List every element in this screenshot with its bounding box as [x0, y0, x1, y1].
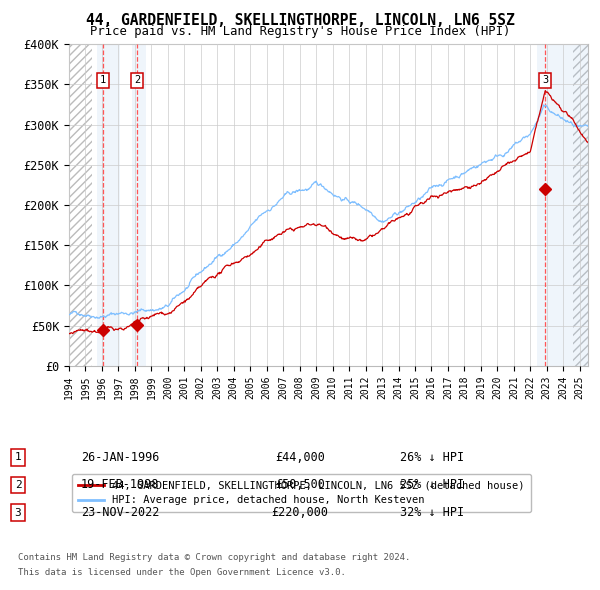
Text: 1: 1: [100, 76, 106, 86]
Text: Contains HM Land Registry data © Crown copyright and database right 2024.: Contains HM Land Registry data © Crown c…: [18, 553, 410, 562]
Text: £220,000: £220,000: [271, 506, 329, 519]
Text: This data is licensed under the Open Government Licence v3.0.: This data is licensed under the Open Gov…: [18, 568, 346, 577]
Text: 26% ↓ HPI: 26% ↓ HPI: [400, 451, 464, 464]
Bar: [573, 44, 588, 366]
Bar: [97, 44, 120, 366]
Text: 25% ↓ HPI: 25% ↓ HPI: [400, 478, 464, 491]
Text: Price paid vs. HM Land Registry's House Price Index (HPI): Price paid vs. HM Land Registry's House …: [90, 25, 510, 38]
Bar: [69, 44, 92, 366]
Text: 32% ↓ HPI: 32% ↓ HPI: [400, 506, 464, 519]
Legend: 44, GARDENFIELD, SKELLINGTHORPE, LINCOLN, LN6 5SZ (detached house), HPI: Average: 44, GARDENFIELD, SKELLINGTHORPE, LINCOLN…: [71, 474, 531, 512]
Text: 44, GARDENFIELD, SKELLINGTHORPE, LINCOLN, LN6 5SZ: 44, GARDENFIELD, SKELLINGTHORPE, LINCOLN…: [86, 13, 514, 28]
Text: 26-JAN-1996: 26-JAN-1996: [81, 451, 159, 464]
Bar: [131, 44, 146, 366]
Text: 19-FEB-1998: 19-FEB-1998: [81, 478, 159, 491]
Text: 3: 3: [542, 76, 548, 86]
Text: 23-NOV-2022: 23-NOV-2022: [81, 506, 159, 519]
Text: £50,500: £50,500: [275, 478, 325, 491]
Text: 1: 1: [14, 453, 22, 462]
Text: 2: 2: [134, 76, 140, 86]
Text: £44,000: £44,000: [275, 451, 325, 464]
Text: 3: 3: [14, 508, 22, 517]
Bar: [537, 44, 588, 366]
Text: 2: 2: [14, 480, 22, 490]
